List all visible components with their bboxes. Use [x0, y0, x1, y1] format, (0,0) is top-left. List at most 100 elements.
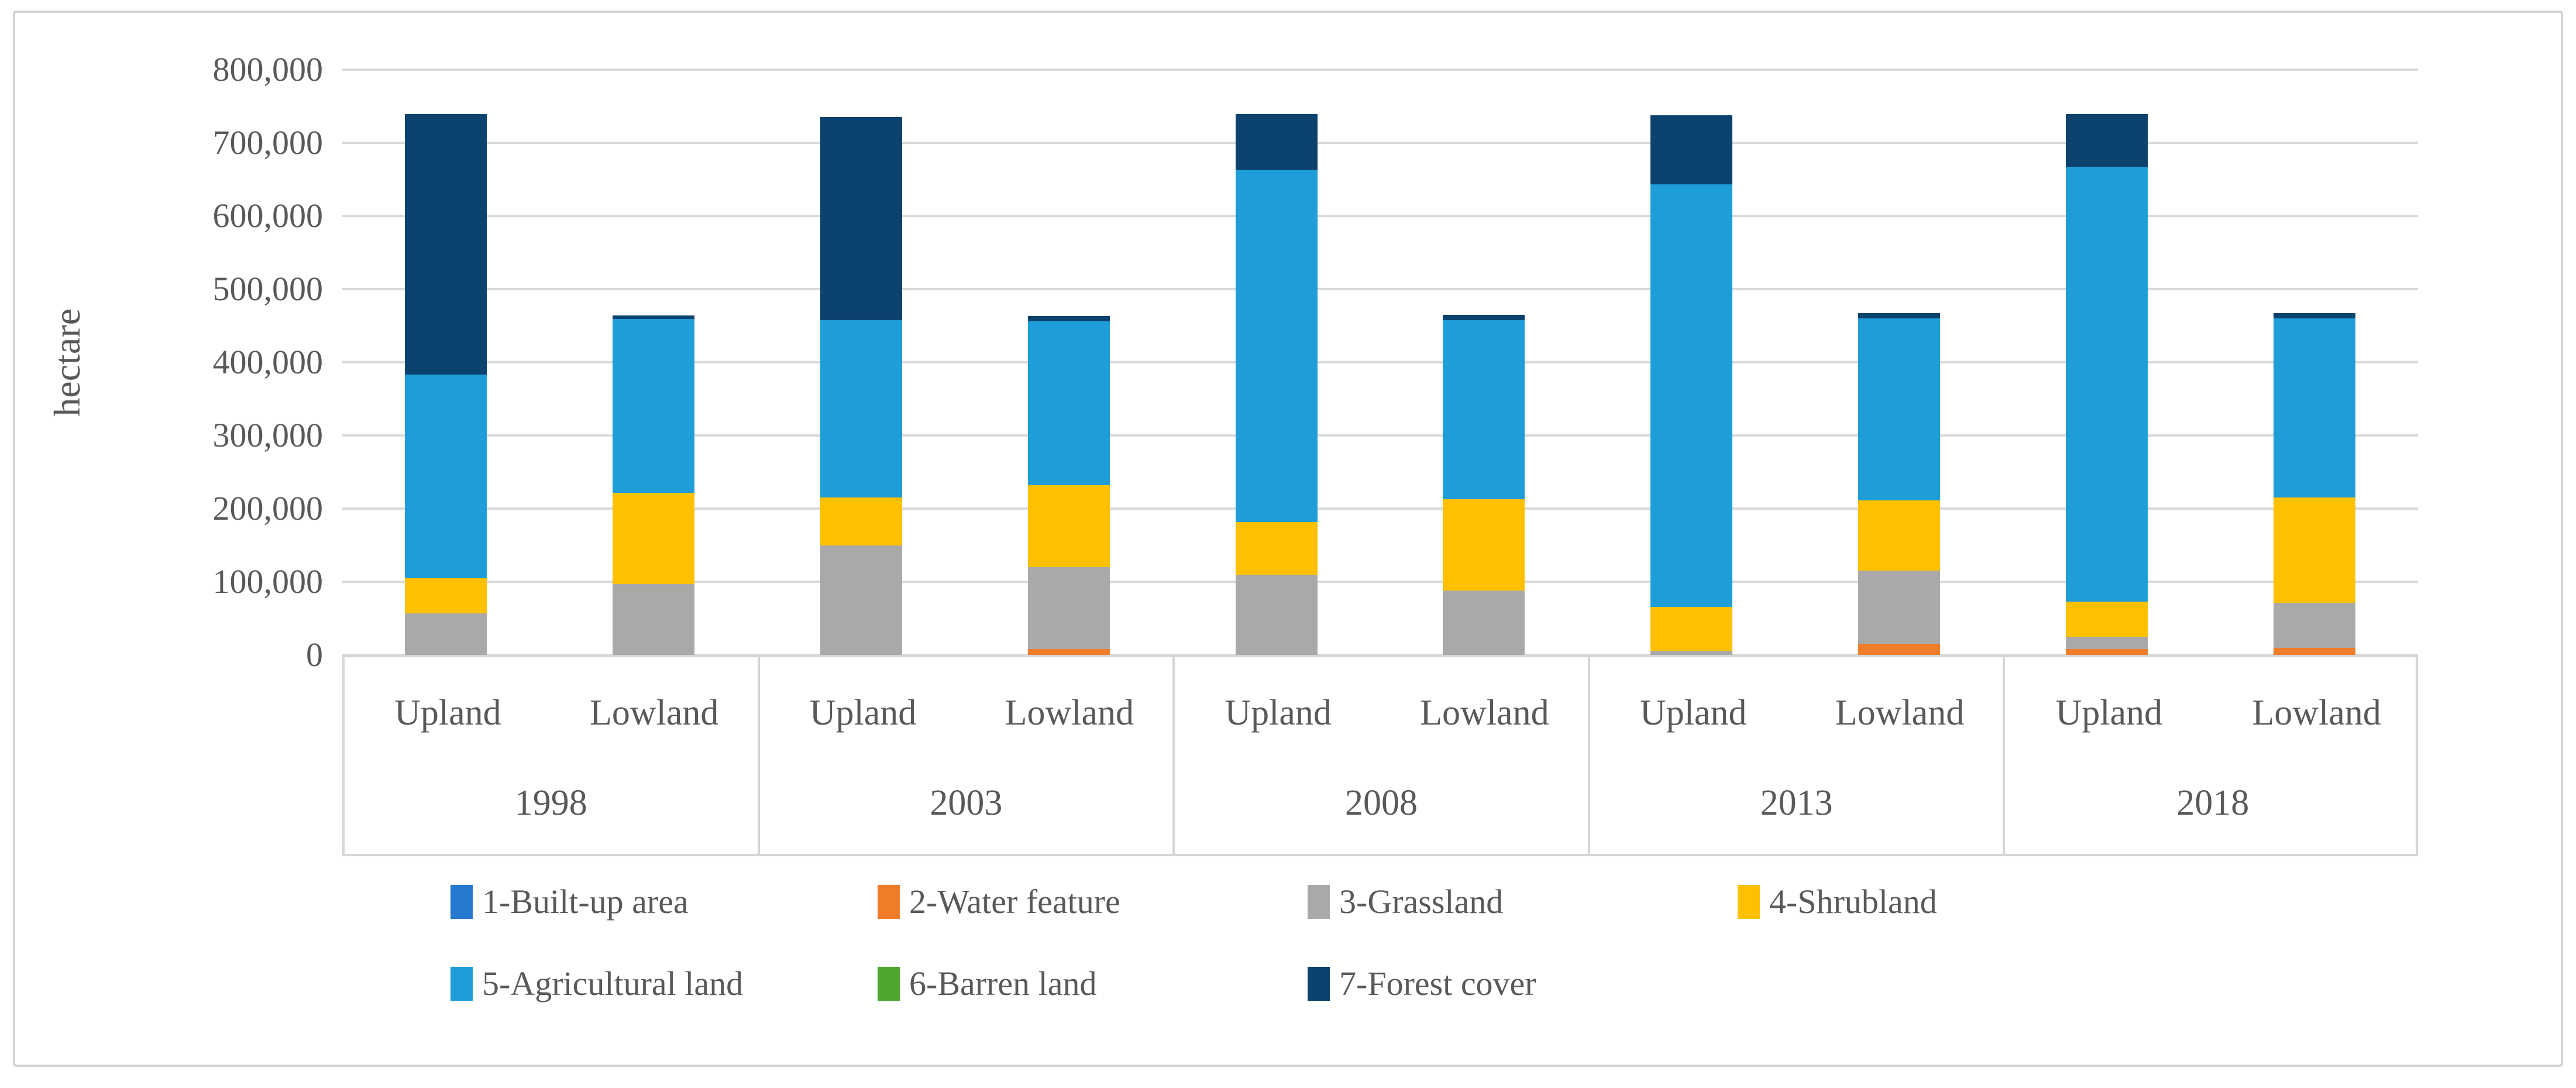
- y-axis-tick-label: 200,000: [212, 489, 324, 527]
- segment-5-agricultural-land: [1235, 170, 1318, 522]
- category-label-lowland: Lowland: [1420, 693, 1549, 733]
- segment-4-shrubland: [2065, 601, 2148, 637]
- legend-swatch-icon: [450, 967, 473, 1001]
- year-label: 2008: [1344, 783, 1418, 823]
- legend-label: 5-Agricultural land: [482, 965, 744, 1003]
- legend-item-3-grassland: 3-Grassland: [1308, 885, 1503, 919]
- legend-label: 6-Barren land: [909, 965, 1097, 1003]
- legend-swatch-icon: [878, 885, 900, 919]
- segment-4-shrubland: [1027, 485, 1110, 567]
- segment-2-water-feature: [1858, 644, 1940, 655]
- y-axis-tick-label: 800,000: [212, 50, 324, 88]
- segment-3-grassland: [1443, 591, 1525, 655]
- legend-label: 2-Water feature: [909, 883, 1120, 921]
- segment-5-agricultural-land: [2273, 318, 2355, 498]
- segment-3-grassland: [2273, 603, 2355, 648]
- gridline: [342, 215, 2418, 217]
- legend-item-7-forest-cover: 7-Forest cover: [1308, 967, 1536, 1001]
- segment-3-grassland: [613, 584, 695, 655]
- legend-item-6-barren-land: 6-Barren land: [878, 967, 1096, 1001]
- segment-3-grassland: [1027, 567, 1110, 649]
- category-axis: Upland Lowland 1998 Upland Lowland 2003 Upland…: [342, 655, 2418, 856]
- segment-7-forest-cover: [1858, 313, 1940, 318]
- gridline: [342, 288, 2418, 290]
- legend-swatch-icon: [1308, 885, 1330, 919]
- year-label: 2018: [2176, 783, 2250, 823]
- category-label-upland: Upland: [2055, 693, 2163, 733]
- category-label-upland: Upland: [809, 693, 917, 733]
- y-axis-tick-label: 700,000: [212, 123, 324, 162]
- segment-3-grassland: [2065, 636, 2148, 649]
- category-group-2008: Upland Lowland 2008: [1175, 657, 1590, 854]
- year-label: 2013: [1760, 783, 1833, 823]
- gridline: [342, 581, 2418, 583]
- segment-3-grassland: [1858, 571, 1940, 644]
- category-label-upland: Upland: [394, 693, 501, 733]
- legend-swatch-icon: [450, 885, 473, 919]
- category-label-lowland: Lowland: [1005, 693, 1134, 733]
- category-group-2013: Upland Lowland 2013: [1590, 657, 2006, 854]
- segment-4-shrubland: [820, 497, 902, 545]
- category-label-lowland: Lowland: [1835, 693, 1965, 733]
- segment-2-water-feature: [1027, 649, 1110, 655]
- segment-5-agricultural-land: [1650, 184, 1733, 607]
- segment-7-forest-cover: [613, 315, 695, 320]
- legend-item-1-built-up-area: 1-Built-up area: [450, 885, 689, 919]
- stacked-bar-2008-lowland: [1443, 314, 1525, 655]
- y-axis-tick-label: 300,000: [212, 416, 324, 454]
- segment-4-shrubland: [1650, 606, 1733, 651]
- category-label-lowland: Lowland: [590, 693, 719, 733]
- stacked-bar-2013-lowland: [1858, 313, 1940, 655]
- stacked-bar-2003-upland: [820, 117, 902, 655]
- bars-container: [342, 70, 2418, 655]
- segment-5-agricultural-land: [820, 320, 902, 498]
- stacked-bar-2008-upland: [1235, 114, 1318, 655]
- legend-label: 3-Grassland: [1339, 883, 1504, 921]
- segment-4-shrubland: [2273, 497, 2355, 603]
- stacked-bar-2013-upland: [1650, 115, 1733, 655]
- stacked-bar-1998-upland: [405, 114, 487, 655]
- category-label-lowland: Lowland: [2252, 693, 2381, 733]
- gridline: [342, 361, 2418, 363]
- legend-swatch-icon: [1738, 885, 1760, 919]
- stacked-bar-2003-lowland: [1027, 316, 1110, 655]
- segment-3-grassland: [1650, 650, 1733, 655]
- segment-5-agricultural-land: [405, 375, 487, 578]
- segment-3-grassland: [1235, 574, 1318, 655]
- gridline: [342, 434, 2418, 437]
- stacked-bar-2018-lowland: [2273, 313, 2355, 655]
- y-axis-tick-label: 500,000: [212, 270, 324, 308]
- year-label: 1998: [514, 783, 587, 823]
- segment-7-forest-cover: [1235, 114, 1318, 170]
- y-axis-tick-label: 400,000: [212, 343, 324, 381]
- segment-5-agricultural-land: [1858, 318, 1940, 501]
- legend-label: 4-Shrubland: [1769, 883, 1937, 921]
- segment-2-water-feature: [2273, 647, 2355, 655]
- segment-7-forest-cover: [1443, 314, 1525, 320]
- segment-2-water-feature: [2065, 649, 2148, 655]
- segment-7-forest-cover: [2273, 313, 2355, 318]
- gridline: [342, 68, 2418, 71]
- category-group-2018: Upland Lowland 2018: [2005, 657, 2420, 854]
- segment-7-forest-cover: [2065, 114, 2148, 167]
- segment-3-grassland: [405, 613, 487, 655]
- plot-area: [342, 68, 2418, 656]
- category-group-2003: Upland Lowland 2003: [760, 657, 1175, 854]
- segment-7-forest-cover: [820, 117, 902, 320]
- segment-4-shrubland: [1443, 499, 1525, 591]
- segment-4-shrubland: [1858, 500, 1940, 571]
- y-axis-tick-labels: 800,000 700,000 600,000 500,000 400,000 300,0…: [0, 53, 324, 672]
- category-group-1998: Upland Lowland 1998: [345, 657, 760, 854]
- segment-5-agricultural-land: [2065, 167, 2148, 602]
- year-label: 2003: [930, 783, 1003, 823]
- y-axis-tick-label: 600,000: [212, 197, 324, 235]
- gridline: [342, 507, 2418, 510]
- segment-7-forest-cover: [1650, 115, 1733, 185]
- legend-swatch-icon: [1308, 967, 1330, 1001]
- chart-outer-border: [13, 11, 2563, 1067]
- segment-5-agricultural-land: [613, 319, 695, 493]
- gridline: [342, 142, 2418, 144]
- legend-label: 1-Built-up area: [482, 883, 689, 921]
- stacked-bar-1998-lowland: [613, 315, 695, 655]
- stacked-bar-2018-upland: [2065, 114, 2148, 655]
